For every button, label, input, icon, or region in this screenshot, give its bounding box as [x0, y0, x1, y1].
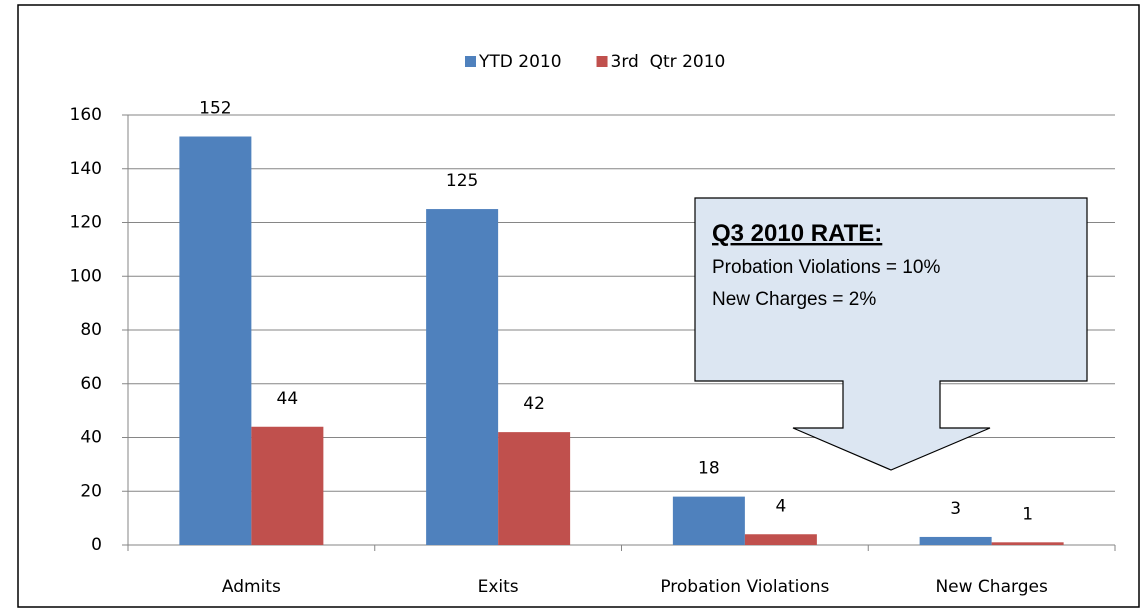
value-label: 44	[277, 389, 299, 409]
bar	[426, 209, 499, 545]
y-tick-label: 60	[80, 374, 102, 394]
y-tick-label: 80	[80, 320, 102, 340]
legend-swatch	[465, 56, 476, 67]
y-tick-label: 20	[80, 481, 102, 501]
value-label: 3	[950, 499, 961, 519]
callout-title: Q3 2010 RATE:	[712, 220, 882, 247]
value-label: 125	[446, 171, 478, 191]
callout-line: Probation Violations = 10%	[712, 257, 940, 278]
value-label: 4	[775, 496, 786, 516]
bar	[251, 426, 324, 545]
y-tick-label: 0	[91, 535, 102, 555]
bar	[672, 496, 745, 545]
bar	[744, 534, 817, 545]
bar	[179, 136, 252, 545]
value-label: 152	[199, 99, 231, 119]
bar	[991, 542, 1064, 545]
x-tick-label: Admits	[222, 577, 281, 597]
callout: Q3 2010 RATE: Probation Violations = 10%…	[694, 197, 1088, 471]
bar	[498, 432, 571, 545]
legend-label: YTD 2010	[478, 52, 562, 72]
value-label: 18	[698, 459, 720, 479]
x-tick-label: New Charges	[935, 577, 1047, 597]
x-tick-label: Exits	[478, 577, 519, 597]
callout-shape	[694, 197, 1088, 471]
legend-label: 3rd Qtr 2010	[611, 52, 726, 72]
y-tick-label: 40	[80, 428, 102, 448]
x-tick-label: Probation Violations	[660, 577, 829, 597]
y-tick-label: 160	[70, 105, 102, 125]
value-label: 1	[1022, 504, 1033, 524]
y-tick-label: 100	[70, 266, 102, 286]
y-tick-label: 140	[70, 159, 102, 179]
legend-swatch	[596, 56, 608, 67]
callout-line: New Charges = 2%	[712, 289, 876, 310]
y-tick-label: 120	[70, 213, 102, 233]
value-label: 42	[523, 394, 545, 414]
bar	[919, 536, 992, 545]
